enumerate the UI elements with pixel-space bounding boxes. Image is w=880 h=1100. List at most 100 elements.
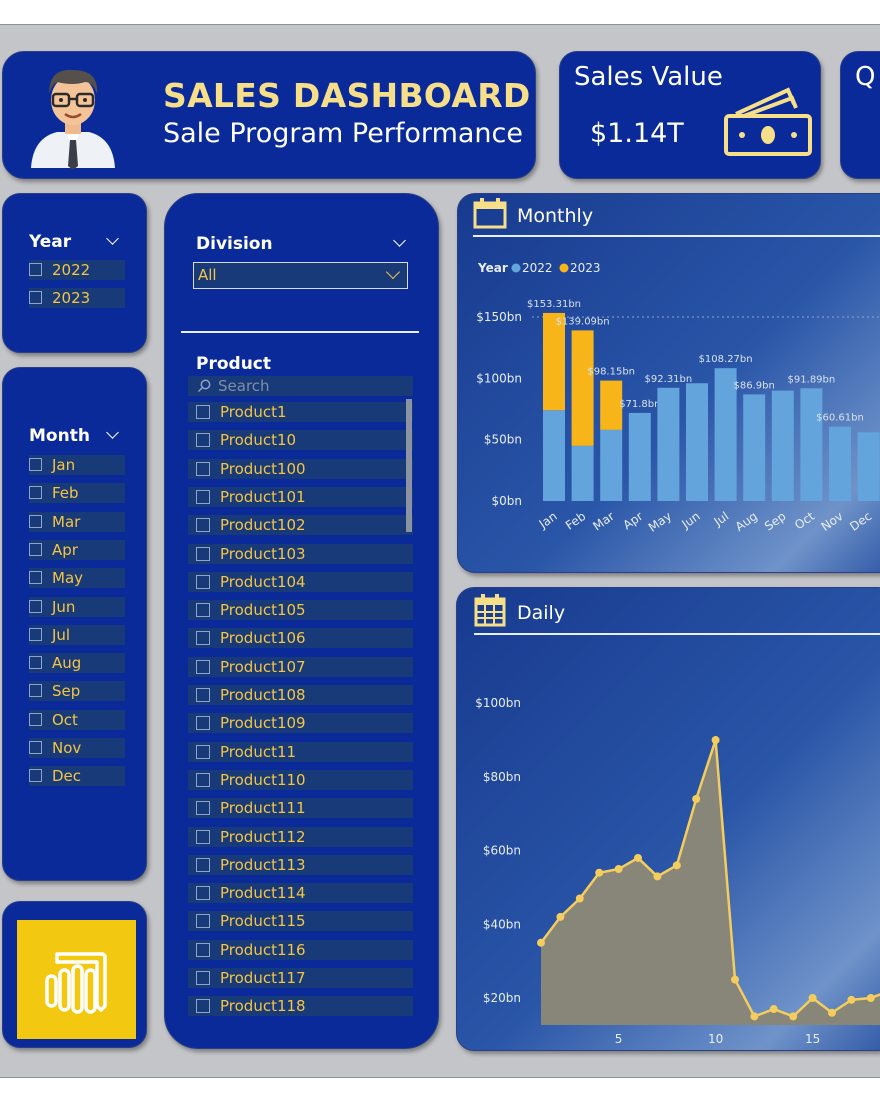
checkbox[interactable]: [196, 857, 210, 872]
data-point[interactable]: [731, 975, 739, 984]
product-option[interactable]: Product109: [188, 713, 413, 734]
product-option[interactable]: Product108: [188, 685, 413, 705]
checkbox[interactable]: [29, 291, 42, 304]
checkbox[interactable]: [196, 772, 210, 787]
kpi-card-q[interactable]: Q: [840, 51, 880, 179]
month-option[interactable]: Nov: [29, 738, 125, 758]
bar-2022[interactable]: [543, 410, 565, 501]
month-option[interactable]: Feb: [29, 483, 125, 504]
data-point[interactable]: [847, 995, 856, 1004]
month-option[interactable]: Sep: [29, 681, 125, 702]
product-option[interactable]: Product118: [188, 996, 413, 1017]
checkbox[interactable]: [196, 999, 210, 1014]
month-option[interactable]: Jan: [29, 455, 125, 475]
product-option[interactable]: Product105: [188, 600, 413, 621]
bar-2022[interactable]: [714, 368, 737, 501]
checkbox[interactable]: [196, 829, 210, 844]
bar-2022[interactable]: [628, 412, 651, 501]
checkbox[interactable]: [196, 546, 210, 561]
product-option[interactable]: Product103: [188, 543, 413, 564]
chevron-down-icon[interactable]: [106, 232, 119, 245]
data-point[interactable]: [692, 795, 701, 804]
data-point[interactable]: [614, 865, 623, 874]
checkbox[interactable]: [29, 263, 42, 276]
month-option[interactable]: Dec: [29, 766, 125, 787]
product-option[interactable]: Product115: [188, 911, 413, 932]
data-point[interactable]: [789, 1012, 798, 1021]
chevron-down-icon[interactable]: [393, 234, 406, 247]
product-option[interactable]: Product114: [188, 883, 413, 904]
bar-2022[interactable]: [829, 426, 851, 501]
bar-2022[interactable]: [571, 445, 594, 501]
checkbox[interactable]: [29, 684, 42, 698]
checkbox[interactable]: [29, 514, 42, 528]
product-option[interactable]: Product10: [188, 430, 413, 451]
product-option[interactable]: Product1: [188, 402, 413, 422]
product-option[interactable]: Product116: [188, 939, 413, 960]
checkbox[interactable]: [29, 656, 42, 670]
product-search-input[interactable]: Search: [188, 376, 413, 396]
chevron-down-icon[interactable]: [106, 426, 119, 439]
checkbox[interactable]: [196, 405, 210, 419]
monthly-bar-chart[interactable]: Year 2022 2023 $0bn $50bn $100bn $150bn $153.31…: [458, 194, 880, 574]
product-option[interactable]: Product102: [188, 515, 413, 536]
month-option[interactable]: Mar: [29, 511, 125, 532]
month-option[interactable]: Jul: [29, 624, 125, 645]
checkbox[interactable]: [196, 716, 210, 731]
bar-2023[interactable]: [543, 312, 565, 411]
bar-2022[interactable]: [857, 432, 880, 501]
bar-2023[interactable]: [600, 380, 623, 430]
checkbox[interactable]: [196, 971, 210, 985]
year-option-2022[interactable]: 2022: [29, 260, 125, 280]
product-option[interactable]: Product106: [188, 628, 413, 649]
checkbox[interactable]: [29, 627, 42, 641]
data-point[interactable]: [653, 872, 662, 881]
checkbox[interactable]: [196, 688, 210, 702]
data-point[interactable]: [769, 1005, 778, 1014]
month-option[interactable]: May: [29, 568, 125, 589]
product-option[interactable]: Product113: [188, 854, 413, 875]
product-scrollbar[interactable]: [406, 399, 412, 532]
data-point[interactable]: [808, 994, 817, 1002]
product-option[interactable]: Product11: [188, 741, 413, 762]
checkbox[interactable]: [196, 433, 210, 448]
data-point[interactable]: [828, 1008, 836, 1017]
data-point[interactable]: [556, 912, 565, 921]
bar-2022[interactable]: [657, 387, 680, 501]
product-option[interactable]: Product112: [188, 826, 413, 847]
kpi-card-sales-value[interactable]: Sales Value $1.14T: [559, 51, 821, 179]
checkbox[interactable]: [196, 489, 210, 504]
product-option[interactable]: Product100: [188, 458, 413, 479]
legend-label[interactable]: 2023: [570, 261, 601, 275]
checkbox[interactable]: [29, 599, 42, 613]
bar-2022[interactable]: [800, 388, 823, 501]
data-point[interactable]: [634, 853, 642, 862]
data-point[interactable]: [537, 938, 545, 947]
checkbox[interactable]: [196, 574, 210, 589]
product-option[interactable]: Product111: [188, 798, 413, 819]
checkbox[interactable]: [29, 741, 42, 754]
month-option[interactable]: Jun: [29, 596, 125, 617]
checkbox[interactable]: [196, 603, 210, 618]
checkbox[interactable]: [196, 744, 210, 759]
data-point[interactable]: [672, 861, 681, 870]
daily-area-chart[interactable]: $20bn $40bn $60bn $80bn $100bn 5 10 15: [457, 588, 880, 1052]
product-option[interactable]: Product101: [188, 486, 413, 507]
legend-label[interactable]: 2022: [522, 261, 553, 275]
month-option[interactable]: Apr: [29, 539, 125, 560]
division-dropdown[interactable]: All: [193, 262, 408, 289]
checkbox[interactable]: [196, 461, 210, 476]
checkbox[interactable]: [29, 769, 42, 783]
bar-2022[interactable]: [686, 383, 708, 501]
year-option-2023[interactable]: 2023: [29, 288, 125, 308]
checkbox[interactable]: [29, 712, 42, 726]
legend-marker[interactable]: [511, 263, 521, 273]
checkbox[interactable]: [196, 518, 210, 533]
bar-2022[interactable]: [743, 394, 766, 501]
checkbox[interactable]: [196, 801, 210, 816]
bar-2023[interactable]: [571, 330, 594, 446]
checkbox[interactable]: [29, 571, 42, 585]
checkbox[interactable]: [196, 914, 210, 929]
month-option[interactable]: Oct: [29, 709, 125, 730]
checkbox[interactable]: [196, 659, 210, 674]
